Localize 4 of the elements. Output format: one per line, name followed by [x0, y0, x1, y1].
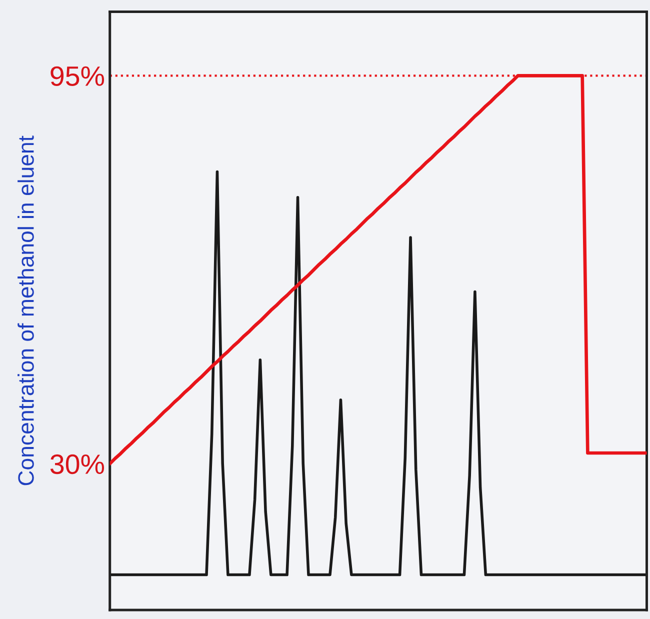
y-tick-label: 95%: [50, 66, 104, 86]
y-tick-label: 30%: [50, 454, 104, 474]
line-series: [110, 74, 647, 466]
y-axis-title: Concentration of methanol in eluent: [18, 136, 34, 486]
